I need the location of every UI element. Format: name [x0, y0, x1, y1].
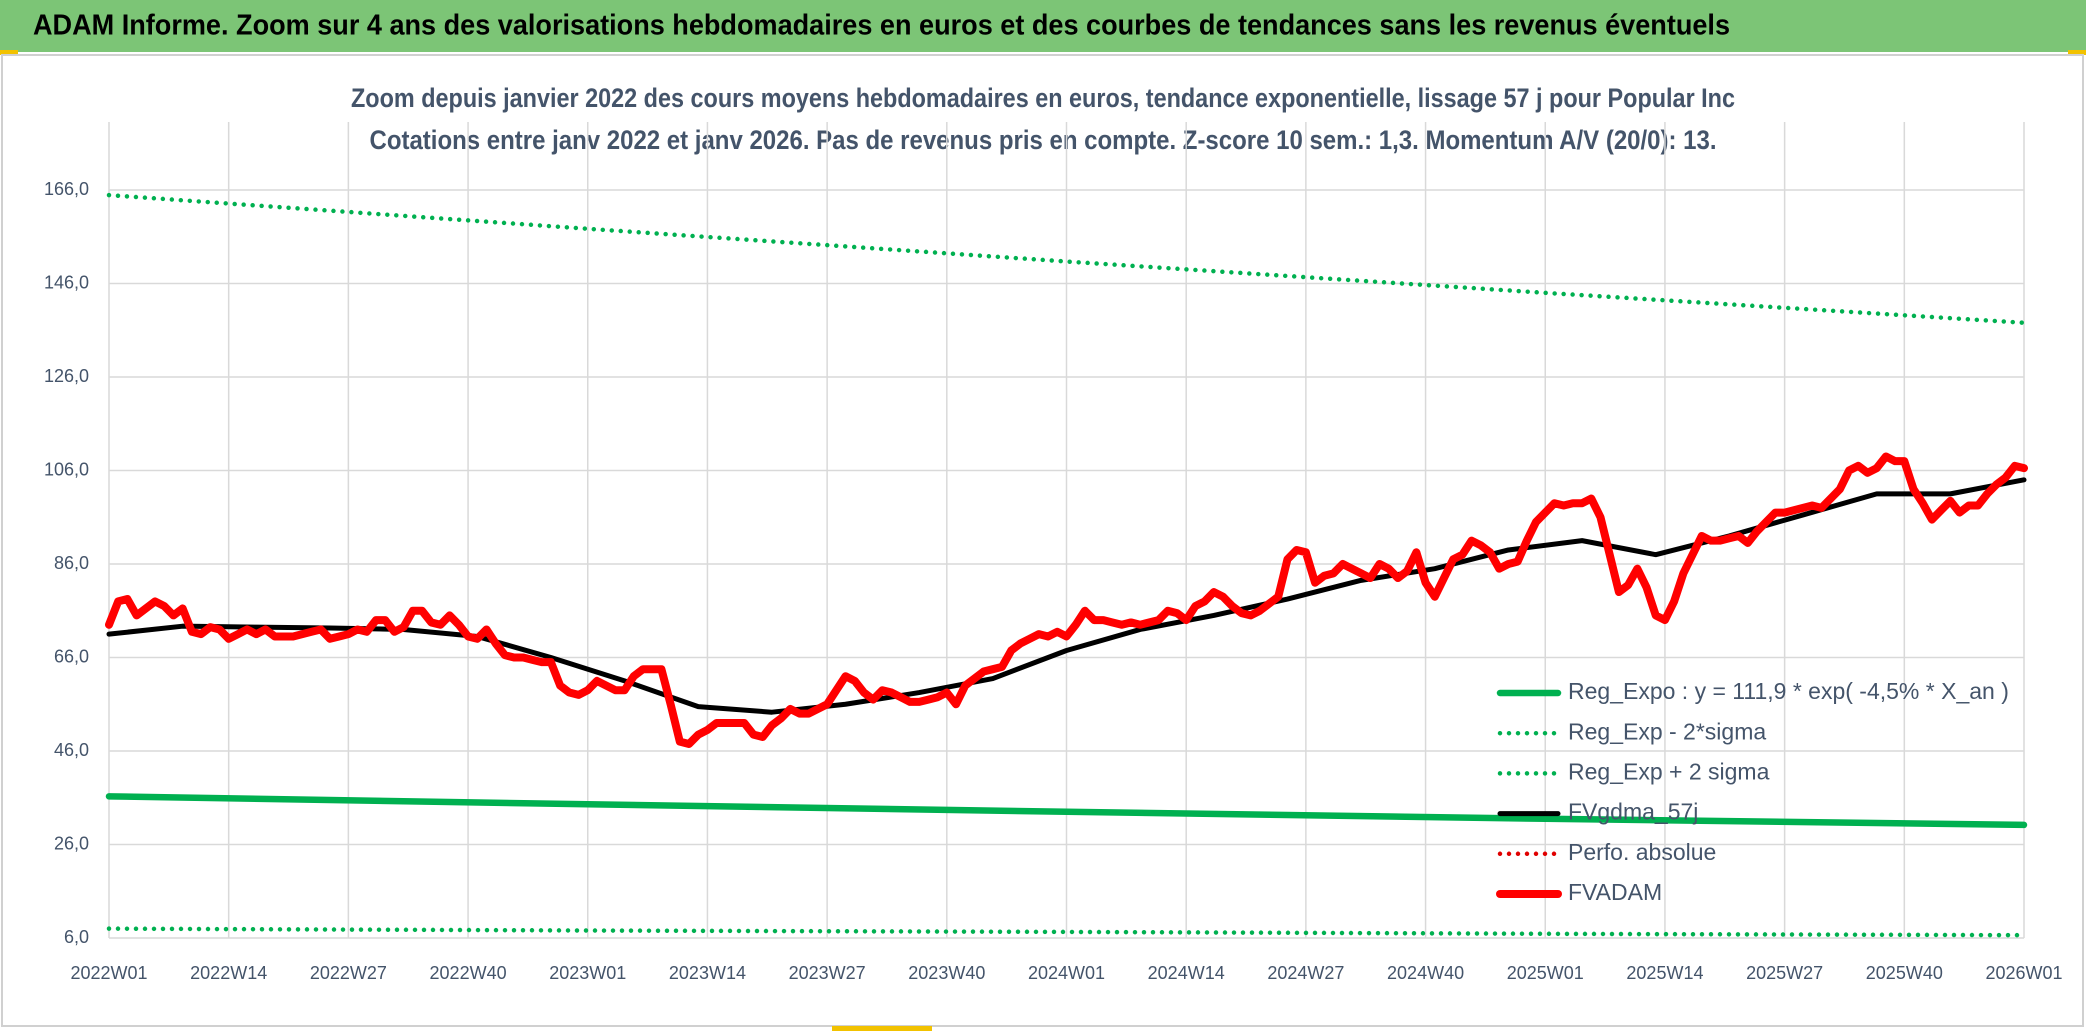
x-tick-label: 2022W14	[190, 963, 267, 983]
header-title: ADAM Informe. Zoom sur 4 ans des valoris…	[33, 10, 1730, 42]
chart-frame	[1, 54, 2084, 1027]
legend-label: Reg_Exp + 2 sigma	[1568, 758, 1770, 784]
y-tick-label: 166,0	[44, 179, 89, 199]
series-line	[106, 477, 2027, 715]
y-tick-label: 46,0	[54, 740, 89, 760]
y-tick-label: 26,0	[54, 833, 89, 853]
y-tick-label: 126,0	[44, 366, 89, 386]
x-tick-label: 2023W01	[549, 963, 626, 983]
x-tick-label: 2026W01	[1985, 963, 2062, 983]
y-tick-label: 146,0	[44, 272, 89, 292]
x-tick-label: 2024W14	[1148, 963, 1225, 983]
x-tick-label: 2023W14	[669, 963, 746, 983]
x-tick-label: 2022W27	[310, 963, 387, 983]
legend-label: FVgdma_57j	[1568, 799, 1698, 825]
y-tick-label: 86,0	[54, 553, 89, 573]
x-tick-label: 2025W14	[1626, 963, 1703, 983]
x-tick-label: 2024W40	[1387, 963, 1464, 983]
x-tick-label: 2025W27	[1746, 963, 1823, 983]
legend-label: Perfo. absolue	[1568, 839, 1716, 865]
legend-label: Reg_Expo : y = 111,9 * exp( -4,5% * X_an…	[1568, 678, 2009, 704]
bottom-accent	[832, 1026, 932, 1031]
x-tick-label: 2023W27	[789, 963, 866, 983]
y-tick-label: 66,0	[54, 646, 89, 666]
y-tick-label: 106,0	[44, 459, 89, 479]
x-tick-label: 2024W27	[1267, 963, 1344, 983]
x-tick-label: 2025W40	[1866, 963, 1943, 983]
corner-accent	[2068, 50, 2086, 55]
x-tick-label: 2025W01	[1507, 963, 1584, 983]
legend-label: FVADAM	[1568, 879, 1662, 905]
x-tick-label: 2022W40	[430, 963, 507, 983]
legend-label: Reg_Exp - 2*sigma	[1568, 718, 1766, 744]
series-line	[105, 452, 2028, 748]
chart-title: Zoom depuis janvier 2022 des cours moyen…	[351, 83, 1735, 113]
chart-subtitle: Cotations entre janv 2022 et janv 2026. …	[370, 125, 1717, 155]
header-bar	[0, 0, 2086, 52]
corner-accent	[0, 50, 18, 55]
series-line	[105, 793, 2028, 829]
x-tick-label: 2023W40	[908, 963, 985, 983]
y-tick-label: 6,0	[64, 927, 89, 947]
x-tick-label: 2024W01	[1028, 963, 1105, 983]
x-tick-label: 2022W01	[70, 963, 147, 983]
